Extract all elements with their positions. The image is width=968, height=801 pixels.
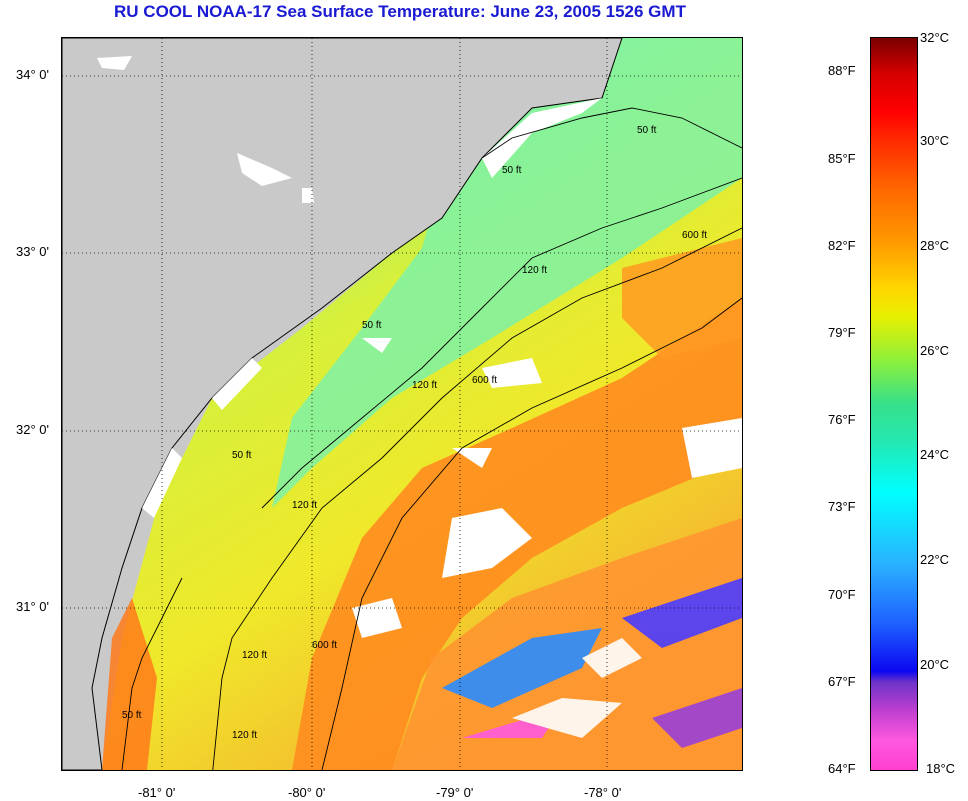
cold-patches [442, 578, 742, 748]
colorbar-c-24: 24°C [920, 447, 950, 462]
colorbar-c-22: 22°C [920, 552, 950, 567]
lon-label-80: -80° 0' [288, 785, 326, 800]
shelf-cool-water [272, 38, 742, 508]
colorbar-f-79: 79°F [828, 325, 856, 340]
contour-label-120ft-s: 120 ft [242, 650, 267, 661]
warm-eddy [622, 238, 742, 358]
nearshore-clouds [482, 98, 602, 178]
contour-label-600ft-ne: 600 ft [682, 230, 707, 241]
lat-label-33: 33° 0' [16, 244, 49, 259]
colorbar-f-85: 85°F [828, 151, 856, 166]
contour-label-120ft-sw: 120 ft [292, 500, 317, 511]
contour-label-50ft-s: 50 ft [122, 710, 142, 721]
contour-label-120ft-n: 120 ft [522, 265, 547, 276]
colorbar-c-28: 28°C [920, 238, 950, 253]
contour-label-120ft-sss: 120 ft [232, 730, 257, 741]
colorbar-c-26: 26°C [920, 343, 950, 358]
map-title: RU COOL NOAA-17 Sea Surface Temperature:… [114, 2, 686, 21]
sst-map-canvas: 50 ft 50 ft 50 ft 50 ft 50 ft 120 ft 120… [62, 38, 742, 770]
contour-label-600ft-mid: 600 ft [472, 375, 497, 386]
lon-label-78: -78° 0' [584, 785, 622, 800]
contour-label-50ft-mid: 50 ft [362, 320, 382, 331]
bathymetry-contours [121, 107, 742, 770]
coastal-warm [102, 598, 157, 770]
contour-label-120ft-mid: 120 ft [412, 380, 437, 391]
colorbar-f-76: 76°F [828, 412, 856, 427]
temperature-colorbar [870, 37, 918, 771]
colorbar-f-88: 88°F [828, 63, 856, 78]
colorbar-f-73: 73°F [828, 499, 856, 514]
colorbar-f-82: 82°F [828, 238, 856, 253]
contour-label-50ft-sw: 50 ft [232, 450, 252, 461]
colorbar-c-20: 20°C [920, 657, 950, 672]
cloud-patches [352, 338, 742, 638]
colorbar-f-67: 67°F [828, 674, 856, 689]
graticule [62, 38, 742, 770]
contour-label-50ft-ne: 50 ft [637, 125, 657, 136]
colorbar-c-30: 30°C [920, 133, 950, 148]
lon-label-79: -79° 0' [436, 785, 474, 800]
colorbar-f-70: 70°F [828, 587, 856, 602]
lat-label-32: 32° 0' [16, 422, 49, 437]
contour-label-50ft-n: 50 ft [502, 165, 522, 176]
lat-label-34: 34° 0' [16, 67, 49, 82]
sst-map[interactable]: 50 ft 50 ft 50 ft 50 ft 50 ft 120 ft 120… [61, 37, 743, 771]
colorbar-c-18: 18°C [926, 761, 956, 776]
lat-label-31: 31° 0' [16, 599, 49, 614]
colorbar-c-32: 32°C [920, 30, 950, 45]
lon-label-81: -81° 0' [138, 785, 176, 800]
colorbar-f-64: 64°F [828, 761, 856, 776]
contour-label-600ft-s: 600 ft [312, 640, 337, 651]
